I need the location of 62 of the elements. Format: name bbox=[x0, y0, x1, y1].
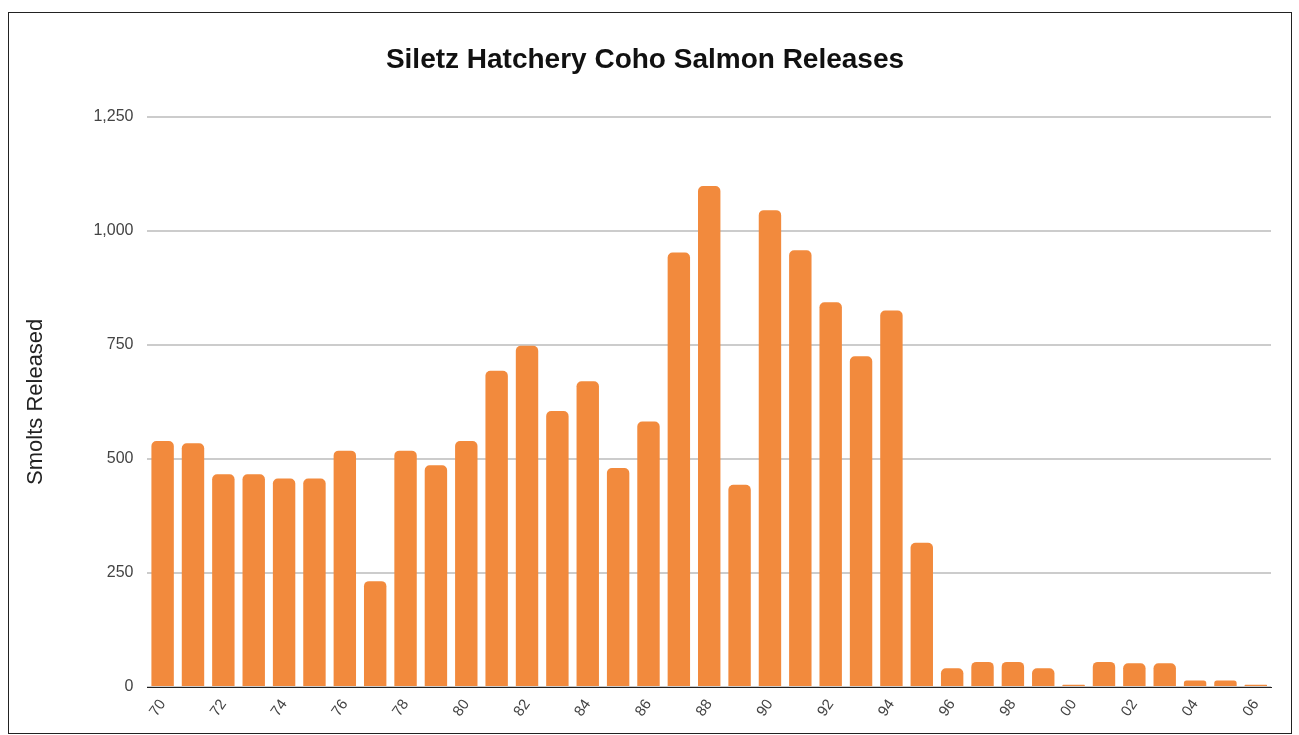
bar bbox=[242, 474, 265, 687]
bar bbox=[515, 345, 539, 687]
bar bbox=[212, 474, 235, 687]
bar bbox=[1153, 663, 1176, 687]
x-tick-label: 88 bbox=[691, 695, 716, 719]
y-tick-label: 750 bbox=[106, 335, 134, 353]
bar bbox=[546, 410, 569, 687]
bar bbox=[424, 465, 448, 687]
bar bbox=[971, 661, 994, 687]
y-tick-label: 0 bbox=[124, 677, 134, 695]
bar bbox=[667, 252, 691, 687]
bar bbox=[181, 443, 205, 687]
x-tick-label: 06 bbox=[1238, 695, 1262, 719]
bar bbox=[1123, 663, 1146, 687]
x-tick-label: 98 bbox=[995, 695, 1019, 719]
bar bbox=[576, 381, 599, 687]
x-tick-label: 84 bbox=[570, 695, 594, 719]
x-tick-label: 78 bbox=[387, 695, 412, 719]
bar bbox=[940, 668, 964, 687]
chart-title: Siletz Hatchery Coho Salmon Releases bbox=[385, 42, 905, 74]
x-tick-label: 90 bbox=[752, 695, 776, 719]
bar bbox=[819, 302, 842, 687]
x-tick-label: 92 bbox=[813, 695, 837, 719]
x-tick-label: 94 bbox=[873, 695, 898, 719]
bar bbox=[151, 441, 174, 687]
bar bbox=[698, 185, 721, 687]
bar bbox=[303, 478, 326, 687]
x-tick-label: 74 bbox=[266, 695, 290, 719]
bar bbox=[1092, 661, 1116, 687]
x-tick-label: 72 bbox=[205, 695, 230, 719]
y-tick-label: 250 bbox=[106, 563, 134, 581]
bar bbox=[910, 542, 933, 687]
x-tick-label: 70 bbox=[144, 695, 169, 719]
y-tick-label: 1,000 bbox=[93, 221, 134, 239]
bar bbox=[394, 450, 417, 687]
x-tick-label: 76 bbox=[327, 695, 351, 719]
bar bbox=[637, 421, 660, 687]
y-tick-label: 500 bbox=[106, 449, 134, 467]
x-tick-label: 00 bbox=[1055, 695, 1080, 719]
bar bbox=[880, 310, 903, 687]
bar bbox=[606, 467, 630, 687]
bar bbox=[758, 210, 782, 687]
bar bbox=[333, 450, 357, 687]
x-tick-label: 80 bbox=[448, 695, 473, 719]
y-axis-title: Smolts Released bbox=[22, 318, 48, 485]
bar bbox=[1214, 680, 1237, 687]
x-tick-label: 04 bbox=[1177, 695, 1201, 719]
bar bbox=[485, 370, 508, 687]
x-tick-label: 02 bbox=[1116, 695, 1141, 719]
bar bbox=[789, 250, 812, 687]
bar bbox=[272, 478, 296, 687]
bar bbox=[728, 484, 751, 687]
bar bbox=[1032, 668, 1055, 687]
x-tick-label: 86 bbox=[630, 695, 655, 719]
bar bbox=[455, 441, 478, 687]
x-tick-label: 96 bbox=[934, 695, 958, 719]
bar bbox=[1001, 661, 1025, 687]
bar bbox=[1183, 680, 1207, 687]
bar bbox=[363, 581, 387, 687]
y-tick-label: 1,250 bbox=[93, 107, 134, 125]
x-tick-label: 82 bbox=[509, 695, 533, 719]
bar bbox=[849, 356, 873, 687]
